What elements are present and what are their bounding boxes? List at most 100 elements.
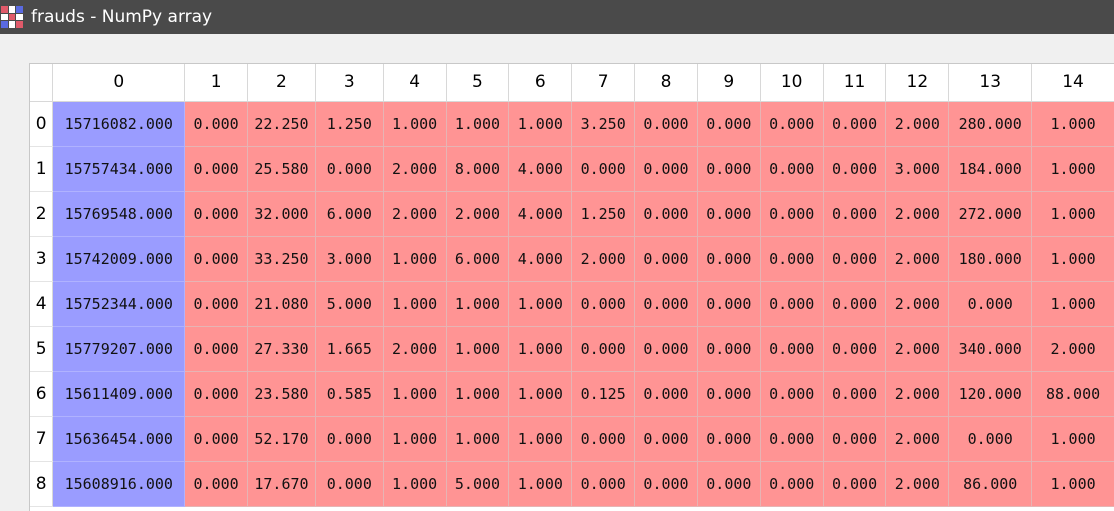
column-header-9[interactable]: 9 (697, 64, 761, 102)
column-header-5[interactable]: 5 (446, 64, 510, 102)
row-header-1[interactable]: 1 (30, 146, 54, 192)
column-header-14[interactable]: 14 (1031, 64, 1114, 102)
array-cell[interactable]: 0.000 (634, 416, 698, 462)
array-cell[interactable]: 1.000 (1031, 191, 1114, 237)
array-cell[interactable]: 27.330 (247, 326, 316, 372)
array-cell[interactable]: 0.000 (634, 281, 698, 327)
array-cell[interactable]: 5.000 (446, 461, 510, 507)
array-cell[interactable]: 0.000 (697, 326, 761, 372)
array-cell[interactable]: 33.250 (247, 236, 316, 282)
array-cell[interactable]: 0.000 (948, 281, 1033, 327)
column-header-8[interactable]: 8 (634, 64, 698, 102)
array-cell[interactable]: 0.000 (184, 416, 249, 462)
array-table-container[interactable]: 0 1 2 3 4 5 6 7 8 9 10 11 12 13 14 0 15716082.000 0.000 2… (29, 63, 1114, 511)
array-cell[interactable]: 180.000 (948, 236, 1033, 282)
array-cell[interactable]: 15769548.000 (52, 191, 186, 237)
array-cell[interactable]: 2.000 (571, 236, 636, 282)
array-cell[interactable]: 2.000 (383, 146, 447, 192)
column-header-3[interactable]: 3 (315, 64, 384, 102)
array-cell[interactable]: 0.000 (571, 461, 636, 507)
array-cell[interactable]: 1.000 (1031, 236, 1114, 282)
array-cell[interactable]: 0.000 (823, 191, 887, 237)
array-cell[interactable]: 0.000 (184, 236, 249, 282)
array-cell[interactable]: 1.000 (446, 416, 510, 462)
array-cell[interactable]: 2.000 (885, 326, 950, 372)
array-cell[interactable]: 0.000 (697, 371, 761, 417)
array-cell[interactable]: 0.000 (760, 146, 824, 192)
array-cell[interactable]: 88.000 (1031, 371, 1114, 417)
array-cell[interactable]: 2.000 (885, 191, 950, 237)
array-cell[interactable]: 4.000 (508, 146, 573, 192)
array-cell[interactable]: 0.000 (634, 101, 698, 147)
array-cell[interactable]: 25.580 (247, 146, 316, 192)
row-header-7[interactable]: 7 (30, 416, 54, 462)
array-cell[interactable]: 1.000 (508, 281, 573, 327)
array-cell[interactable]: 0.000 (760, 371, 824, 417)
array-cell[interactable]: 0.000 (315, 461, 384, 507)
array-cell[interactable]: 0.000 (634, 236, 698, 282)
array-cell[interactable]: 1.000 (446, 101, 510, 147)
array-cell[interactable]: 2.000 (885, 461, 950, 507)
array-cell[interactable]: 0.000 (823, 371, 887, 417)
array-cell[interactable]: 0.000 (571, 416, 636, 462)
array-cell[interactable]: 2.000 (383, 326, 447, 372)
column-header-13[interactable]: 13 (948, 64, 1033, 102)
array-cell[interactable]: 15611409.000 (52, 371, 186, 417)
array-cell[interactable]: 0.000 (634, 371, 698, 417)
array-cell[interactable]: 1.000 (1031, 416, 1114, 462)
array-cell[interactable]: 1.000 (383, 101, 447, 147)
array-cell[interactable]: 8.000 (446, 146, 510, 192)
array-cell[interactable]: 22.250 (247, 101, 316, 147)
array-cell[interactable]: 1.000 (446, 281, 510, 327)
column-header-0[interactable]: 0 (52, 64, 186, 102)
array-cell[interactable]: 15608916.000 (52, 461, 186, 507)
array-cell[interactable]: 0.585 (315, 371, 384, 417)
row-header-5[interactable]: 5 (30, 326, 54, 372)
array-cell[interactable]: 2.000 (885, 101, 950, 147)
array-cell[interactable]: 1.000 (508, 416, 573, 462)
array-cell[interactable]: 1.000 (446, 371, 510, 417)
row-header-6[interactable]: 6 (30, 371, 54, 417)
array-cell[interactable]: 1.250 (315, 101, 384, 147)
array-cell[interactable]: 272.000 (948, 191, 1033, 237)
array-cell[interactable]: 0.000 (634, 461, 698, 507)
array-cell[interactable]: 0.000 (948, 416, 1033, 462)
array-cell[interactable]: 15742009.000 (52, 236, 186, 282)
row-header-4[interactable]: 4 (30, 281, 54, 327)
column-header-4[interactable]: 4 (383, 64, 447, 102)
array-cell[interactable]: 23.580 (247, 371, 316, 417)
array-cell[interactable]: 0.000 (697, 281, 761, 327)
array-cell[interactable]: 1.000 (383, 416, 447, 462)
array-cell[interactable]: 0.000 (823, 461, 887, 507)
array-cell[interactable]: 0.000 (823, 416, 887, 462)
array-cell[interactable]: 86.000 (948, 461, 1033, 507)
column-header-7[interactable]: 7 (571, 64, 636, 102)
array-cell[interactable]: 1.000 (383, 461, 447, 507)
array-cell[interactable]: 1.000 (1031, 461, 1114, 507)
array-cell[interactable]: 0.000 (184, 371, 249, 417)
array-cell[interactable]: 2.000 (885, 416, 950, 462)
array-cell[interactable]: 15716082.000 (52, 101, 186, 147)
column-header-10[interactable]: 10 (760, 64, 824, 102)
array-cell[interactable]: 0.000 (634, 191, 698, 237)
array-cell[interactable]: 1.000 (508, 101, 573, 147)
array-cell[interactable]: 1.000 (383, 236, 447, 282)
array-cell[interactable]: 0.125 (571, 371, 636, 417)
array-cell[interactable]: 0.000 (571, 326, 636, 372)
array-cell[interactable]: 0.000 (184, 191, 249, 237)
array-cell[interactable]: 0.000 (760, 236, 824, 282)
array-cell[interactable]: 280.000 (948, 101, 1033, 147)
array-cell[interactable]: 0.000 (823, 326, 887, 372)
column-header-12[interactable]: 12 (885, 64, 950, 102)
row-header-3[interactable]: 3 (30, 236, 54, 282)
array-cell[interactable]: 1.000 (383, 281, 447, 327)
array-cell[interactable]: 1.000 (1031, 101, 1114, 147)
array-cell[interactable]: 0.000 (823, 236, 887, 282)
array-cell[interactable]: 184.000 (948, 146, 1033, 192)
array-cell[interactable]: 32.000 (247, 191, 316, 237)
array-cell[interactable]: 3.000 (885, 146, 950, 192)
array-cell[interactable]: 0.000 (697, 146, 761, 192)
array-cell[interactable]: 0.000 (571, 146, 636, 192)
array-cell[interactable]: 0.000 (315, 146, 384, 192)
array-cell[interactable]: 0.000 (634, 146, 698, 192)
